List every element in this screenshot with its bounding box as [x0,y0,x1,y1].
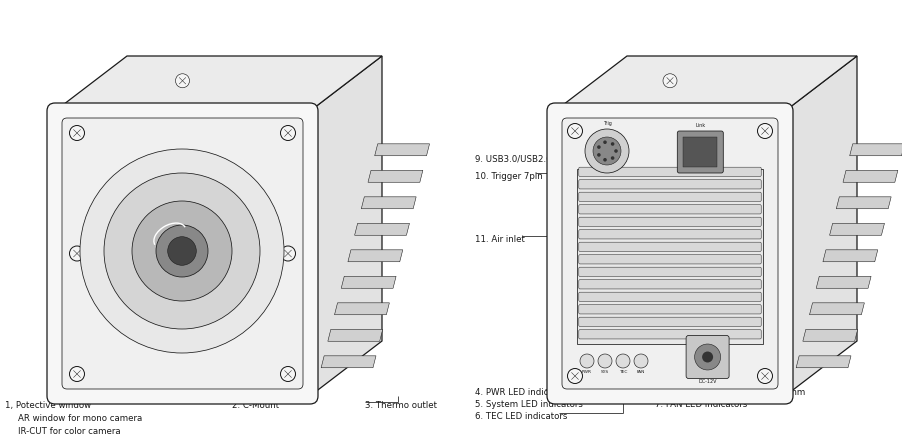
Circle shape [610,142,613,146]
FancyBboxPatch shape [578,330,760,339]
Text: SYS: SYS [600,370,608,374]
Polygon shape [822,250,877,262]
Circle shape [168,237,196,265]
Polygon shape [334,303,389,315]
Text: Trig: Trig [602,121,611,126]
Circle shape [593,137,621,165]
Circle shape [615,354,630,368]
Circle shape [156,225,207,277]
FancyBboxPatch shape [676,131,723,173]
FancyBboxPatch shape [686,335,728,378]
Polygon shape [815,276,870,288]
Polygon shape [341,276,396,288]
Circle shape [69,246,85,261]
Polygon shape [829,224,883,235]
Polygon shape [368,170,422,182]
Circle shape [757,368,771,384]
Text: 9. USB3.0/USB2.0 port: 9. USB3.0/USB2.0 port [474,155,571,164]
Text: 2. C-Mount: 2. C-Mount [232,401,279,410]
Polygon shape [309,56,382,396]
FancyBboxPatch shape [578,205,760,214]
Circle shape [566,368,582,384]
Circle shape [584,129,629,173]
Polygon shape [321,356,375,368]
FancyBboxPatch shape [578,292,760,302]
FancyBboxPatch shape [578,217,760,227]
Circle shape [566,124,582,138]
FancyBboxPatch shape [547,103,792,404]
Polygon shape [55,56,382,111]
Text: Link: Link [695,123,704,128]
FancyBboxPatch shape [578,192,760,201]
Text: 3. Thermo outlet: 3. Thermo outlet [364,401,437,410]
Text: AR window for mono camera: AR window for mono camera [18,414,143,423]
Polygon shape [835,197,890,209]
Text: 1, Potective window: 1, Potective window [5,401,91,410]
Circle shape [281,246,295,261]
Circle shape [757,124,771,138]
Text: 6. TEC LED indicators: 6. TEC LED indicators [474,412,566,421]
FancyBboxPatch shape [683,137,716,167]
FancyBboxPatch shape [578,230,760,239]
Polygon shape [842,170,897,182]
Circle shape [80,149,284,353]
Circle shape [597,354,612,368]
Text: 4. PWR LED indicators: 4. PWR LED indicators [474,388,570,397]
Polygon shape [796,356,850,368]
Circle shape [596,145,600,149]
FancyBboxPatch shape [576,169,762,344]
Circle shape [702,352,713,362]
Circle shape [104,173,260,329]
Text: 8. DC 12V power port 5.5 x 2.1mm: 8. DC 12V power port 5.5 x 2.1mm [654,388,805,397]
FancyBboxPatch shape [47,103,318,404]
Polygon shape [347,250,402,262]
Circle shape [579,354,594,368]
Polygon shape [555,56,856,111]
Polygon shape [802,329,857,341]
Circle shape [281,366,295,381]
Circle shape [69,366,85,381]
Text: FAN: FAN [636,370,644,374]
FancyBboxPatch shape [561,118,778,389]
Text: TEC: TEC [618,370,627,374]
Text: PWR: PWR [582,370,592,374]
Polygon shape [784,56,856,396]
Circle shape [175,74,189,88]
FancyBboxPatch shape [62,118,303,389]
FancyBboxPatch shape [578,279,760,289]
FancyBboxPatch shape [578,305,760,314]
Circle shape [633,354,648,368]
Text: 10. Trigger 7pin: 10. Trigger 7pin [474,172,542,181]
Circle shape [603,158,606,161]
Text: 11. Air inlet: 11. Air inlet [474,235,524,244]
Circle shape [610,156,613,160]
FancyBboxPatch shape [578,242,760,251]
FancyBboxPatch shape [578,317,760,326]
FancyBboxPatch shape [578,267,760,276]
Circle shape [132,201,232,301]
Polygon shape [374,144,429,156]
Circle shape [596,153,600,157]
Text: IR-CUT for color camera: IR-CUT for color camera [18,427,121,434]
Text: DC-12V: DC-12V [697,379,716,384]
Circle shape [603,141,606,144]
Text: 7. FAN LED indicators: 7. FAN LED indicators [654,400,747,409]
Circle shape [281,125,295,141]
FancyBboxPatch shape [578,180,760,189]
Text: 5. System LED indicators: 5. System LED indicators [474,400,582,409]
Polygon shape [849,144,902,156]
Circle shape [69,125,85,141]
FancyBboxPatch shape [578,255,760,264]
Polygon shape [808,303,863,315]
FancyBboxPatch shape [578,167,760,177]
Polygon shape [327,329,382,341]
Circle shape [662,74,676,88]
Circle shape [694,344,720,370]
Polygon shape [361,197,416,209]
Circle shape [613,149,617,153]
Polygon shape [354,224,409,235]
